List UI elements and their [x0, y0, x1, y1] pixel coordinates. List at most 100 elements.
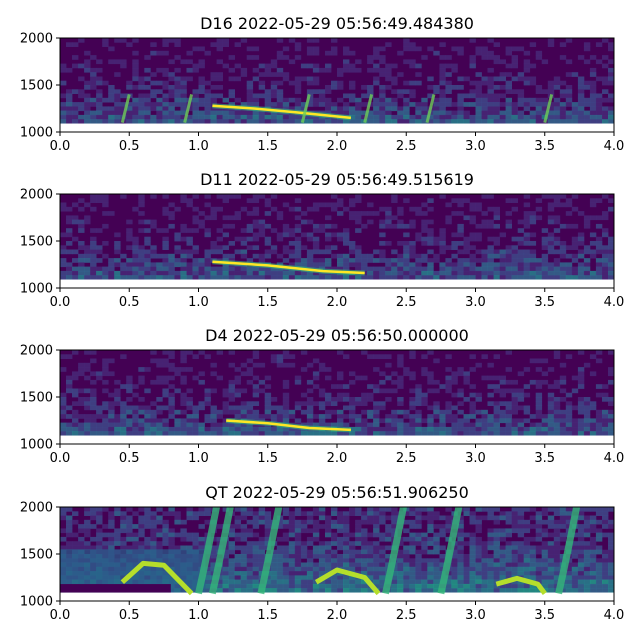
- speckle: [84, 93, 91, 99]
- y-tick-label: 2000: [20, 188, 53, 203]
- speckle: [72, 511, 79, 516]
- speckle: [270, 72, 278, 77]
- speckle: [493, 528, 500, 534]
- speckle: [246, 558, 254, 563]
- speckle: [150, 119, 157, 124]
- speckle: [306, 583, 314, 589]
- speckle: [318, 549, 326, 555]
- speckle: [499, 110, 506, 116]
- speckle: [571, 562, 579, 568]
- speckle: [589, 241, 597, 246]
- speckle: [487, 511, 494, 516]
- speckle: [300, 245, 308, 250]
- speckle: [571, 532, 579, 538]
- speckle: [421, 426, 428, 432]
- speckle: [475, 249, 482, 255]
- speckle: [421, 258, 428, 263]
- speckle: [294, 228, 302, 233]
- speckle: [415, 266, 422, 272]
- speckle: [469, 431, 476, 436]
- speckle: [102, 270, 109, 276]
- speckle: [204, 519, 211, 525]
- speckle: [90, 418, 97, 424]
- speckle: [457, 266, 464, 272]
- speckle: [391, 571, 398, 576]
- speckle: [379, 511, 386, 516]
- speckle: [367, 549, 374, 555]
- speckle: [565, 575, 573, 581]
- speckle: [325, 367, 332, 372]
- speckle: [517, 392, 525, 398]
- speckle: [306, 571, 314, 576]
- speckle: [294, 583, 302, 589]
- speckle: [222, 431, 229, 436]
- speckle: [427, 262, 434, 268]
- speckle: [318, 414, 326, 419]
- speckle: [355, 541, 362, 546]
- speckle: [499, 392, 506, 398]
- speckle: [66, 219, 73, 225]
- speckle: [415, 414, 422, 419]
- speckle: [469, 554, 476, 559]
- speckle: [505, 262, 512, 268]
- speckle: [72, 202, 79, 208]
- speckle: [180, 532, 187, 538]
- speckle: [589, 515, 597, 521]
- speckle: [602, 211, 609, 216]
- speckle: [421, 431, 428, 436]
- speckle: [469, 80, 476, 86]
- speckle: [162, 536, 169, 542]
- speckle: [409, 511, 416, 516]
- speckle: [373, 532, 380, 538]
- speckle: [246, 97, 254, 103]
- speckle: [318, 566, 326, 572]
- speckle: [535, 397, 543, 402]
- speckle: [451, 418, 458, 424]
- speckle: [511, 46, 518, 52]
- speckle: [397, 219, 404, 225]
- speckle: [373, 80, 380, 86]
- speckle: [451, 431, 458, 436]
- speckle: [595, 198, 603, 203]
- speckle: [90, 249, 97, 255]
- speckle: [240, 575, 248, 581]
- speckle: [222, 507, 229, 512]
- speckle: [493, 354, 500, 359]
- speckle: [96, 515, 103, 521]
- speckle: [343, 119, 350, 124]
- speckle: [589, 93, 597, 99]
- speckle: [415, 262, 422, 268]
- speckle: [331, 266, 338, 272]
- speckle: [114, 431, 121, 436]
- speckle: [120, 409, 127, 415]
- speckle: [373, 418, 380, 424]
- speckle: [565, 583, 573, 589]
- speckle: [403, 519, 410, 525]
- speckle: [138, 119, 145, 124]
- speckle: [517, 258, 525, 263]
- speckle: [511, 401, 518, 406]
- speckle: [469, 562, 476, 568]
- speckle: [264, 397, 272, 402]
- speckle: [577, 566, 585, 572]
- speckle: [306, 114, 314, 120]
- speckle: [535, 358, 543, 364]
- speckle: [138, 253, 145, 259]
- speckle: [300, 367, 308, 372]
- speckle: [222, 97, 229, 103]
- speckle: [517, 253, 525, 259]
- speckle: [355, 266, 362, 272]
- speckle: [312, 262, 320, 268]
- speckle: [138, 515, 145, 521]
- speckle: [222, 426, 229, 432]
- speckle: [108, 532, 115, 538]
- speckle: [541, 241, 549, 246]
- speckle: [553, 85, 561, 90]
- speckle: [264, 211, 272, 216]
- speckle: [463, 258, 470, 263]
- speckle: [487, 89, 494, 94]
- speckle: [385, 418, 392, 424]
- speckle: [306, 379, 314, 385]
- speckle: [487, 258, 494, 263]
- speckle: [571, 253, 579, 259]
